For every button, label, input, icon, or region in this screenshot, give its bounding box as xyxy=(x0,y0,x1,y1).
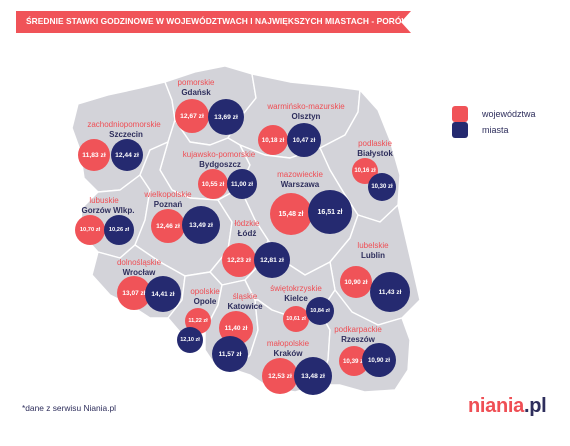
city-rate-lublin: 11,43 zł xyxy=(370,272,410,312)
region-rate-wielkopolskie: 12,46 zł xyxy=(151,209,185,243)
region-name-dolnoslaskie: dolnośląskie xyxy=(116,258,162,267)
region-rate-swietokrzyskie: 10,61 zł xyxy=(283,306,309,332)
region-name-lubuskie: lubuskie xyxy=(89,196,119,205)
region-name-zachodniopomorskie: zachodniopomorskie xyxy=(87,120,161,129)
region-name-lodzkie: łódzkie xyxy=(234,219,260,228)
city-name-gdansk: Gdańsk xyxy=(181,88,211,97)
region-name-podlaskie: podlaskie xyxy=(358,139,392,148)
region-name-lubelskie: lubelskie xyxy=(357,241,389,250)
legend-label-regions: województwa xyxy=(482,109,536,119)
city-name-szczecin: Szczecin xyxy=(109,130,143,139)
region-rate-lubuskie: 10,70 zł xyxy=(75,215,105,245)
city-name-bydgoszcz: Bydgoszcz xyxy=(199,160,241,169)
region-rate-kujawsko-pomorskie: 10,55 zł xyxy=(198,169,228,199)
region-rate-warminsko-mazurskie: 10,18 zł xyxy=(258,125,288,155)
city-rate-szczecin: 12,44 zł xyxy=(111,139,143,171)
legend-item-cities: miasta xyxy=(452,122,509,138)
city-name-poznan: Poznań xyxy=(153,200,183,209)
city-name-olsztyn: Olsztyn xyxy=(291,112,321,121)
page-title: ŚREDNIE STAWKI GODZINOWE W WOJEWÓDZTWACH… xyxy=(26,16,440,26)
region-rate-pomorskie: 12,67 zł xyxy=(175,99,209,133)
city-rate-opole: 12,10 zł xyxy=(177,327,203,353)
city-rate-bydgoszcz: 11,00 zł xyxy=(227,169,257,199)
region-name-wielkopolskie: wielkopolskie xyxy=(144,190,192,199)
legend-item-regions: województwa xyxy=(452,106,536,122)
city-rate-poznan: 13,49 zł xyxy=(182,206,220,244)
region-name-opolskie: opolskie xyxy=(190,287,220,296)
region-name-podkarpackie: podkarpackie xyxy=(334,325,382,334)
region-name-malopolskie: małopolskie xyxy=(266,339,310,348)
city-name-katowice: Katowice xyxy=(227,302,263,311)
city-rate-rzeszow: 10,90 zł xyxy=(362,343,396,377)
region-name-slaskie: śląskie xyxy=(232,292,258,301)
region-name-mazowieckie: mazowieckie xyxy=(277,170,323,179)
logo-suffix: .pl xyxy=(524,395,547,417)
city-name-bialystok: Białystok xyxy=(357,149,393,158)
logo-main: niania xyxy=(468,395,524,417)
city-name-lodz: Łódź xyxy=(237,229,257,238)
city-rate-lodz: 12,81 zł xyxy=(254,242,290,278)
legend-swatch-regions xyxy=(452,106,468,122)
city-name-warszawa: Warszawa xyxy=(280,180,320,189)
city-name-opole: Opole xyxy=(193,297,217,306)
city-rate-gorzow: 10,26 zł xyxy=(104,215,134,245)
city-name-kielce: Kielce xyxy=(284,294,308,303)
legend-label-cities: miasta xyxy=(482,125,509,135)
region-name-pomorskie: pomorskie xyxy=(177,78,215,87)
title-banner: ŚREDNIE STAWKI GODZINOWE W WOJEWÓDZTWACH… xyxy=(16,11,439,33)
region-rate-malopolskie: 12,53 zł xyxy=(262,358,298,394)
region-rate-mazowieckie: 15,48 zł xyxy=(270,193,312,235)
city-rate-kielce: 10,84 zł xyxy=(306,297,334,325)
city-rate-warszawa: 16,51 zł xyxy=(308,190,352,234)
logo: niania.pl xyxy=(468,395,547,418)
region-name-kujawsko-pomorskie: kujawsko-pomorskie xyxy=(182,150,256,159)
region-rate-lubelskie: 10,90 zł xyxy=(340,266,372,298)
city-rate-krakow: 13,48 zł xyxy=(294,357,332,395)
region-name-swietokrzyskie: świętokrzyskie xyxy=(270,284,322,293)
footnote: *dane z serwisu Niania.pl xyxy=(22,403,117,413)
region-rate-lodzkie: 12,23 zł xyxy=(222,243,256,277)
city-rate-gdansk: 13,69 zł xyxy=(208,99,244,135)
city-rate-bialystok: 10,30 zł xyxy=(368,173,396,201)
region-name-warminsko-mazurskie: warmińsko-mazurskie xyxy=(267,102,345,111)
city-rate-wroclaw: 14,41 zł xyxy=(145,276,181,312)
city-name-wroclaw: Wrocław xyxy=(122,268,156,277)
city-rate-olsztyn: 10,47 zł xyxy=(287,123,321,157)
city-rate-katowice: 11,57 zł xyxy=(212,336,248,372)
city-name-krakow: Kraków xyxy=(273,349,303,358)
city-name-lublin: Lublin xyxy=(361,251,385,260)
region-rate-zachodniopomorskie: 11,83 zł xyxy=(78,139,110,171)
city-name-rzeszow: Rzeszów xyxy=(341,335,375,344)
legend-swatch-cities xyxy=(452,122,468,138)
city-name-gorzow: Gorzów Wlkp. xyxy=(81,206,135,215)
